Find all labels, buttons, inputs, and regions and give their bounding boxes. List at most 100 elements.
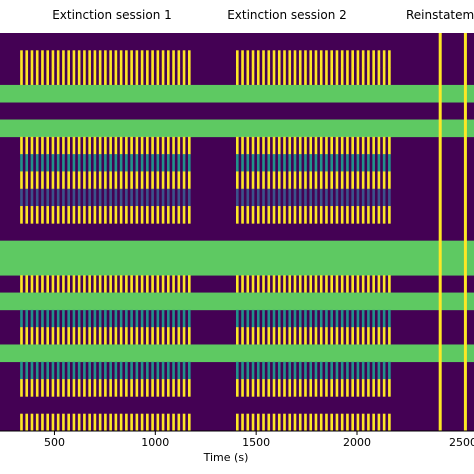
heatmap-pulse-cell xyxy=(304,171,307,190)
heatmap-pulse-cell xyxy=(388,154,391,172)
heatmap-pulse-cell xyxy=(56,206,60,224)
heatmap-pulse-cell xyxy=(135,379,139,397)
heatmap-pulse-cell xyxy=(346,361,349,380)
heatmap-pulse-cell xyxy=(130,206,133,224)
heatmap-plot-area xyxy=(0,33,474,432)
heatmap-row-solid xyxy=(0,257,474,276)
heatmap-pulse-cell xyxy=(77,413,81,432)
heatmap-pulse-cell xyxy=(56,136,60,155)
heatmap-pulse-cell xyxy=(335,67,339,86)
heatmap-pulse-cell xyxy=(161,413,165,432)
heatmap-pulse-cell xyxy=(288,206,292,224)
heatmap-pulse-cell xyxy=(330,275,334,293)
heatmap-pulse-cell xyxy=(140,206,144,224)
heatmap-pulse-cell xyxy=(151,171,154,190)
heatmap-pulse-cell xyxy=(161,309,165,328)
heatmap-pulse-cell xyxy=(388,361,391,380)
heatmap-pulse-cell xyxy=(372,67,375,86)
heatmap-pulse-cell xyxy=(382,379,386,397)
heatmap-pulse-cell xyxy=(377,188,381,207)
heatmap-pulse-cell xyxy=(67,67,70,86)
heatmap-pulse-cell xyxy=(72,327,76,345)
heatmap-pulse-cell xyxy=(262,171,265,190)
heatmap-pulse-cell xyxy=(35,275,39,293)
heatmap-pulse-cell xyxy=(177,413,181,432)
heatmap-pulse-cell xyxy=(104,327,107,345)
heatmap-pulse-cell xyxy=(377,275,381,293)
heatmap-pulse-cell xyxy=(314,171,318,190)
heatmap-pulse-cell xyxy=(367,413,370,432)
heatmap-pulse-cell xyxy=(372,50,375,68)
heatmap-pulse-cell xyxy=(56,361,60,380)
heatmap-pulse-cell xyxy=(367,171,370,190)
heatmap-pulse-cell xyxy=(235,361,239,380)
heatmap-pulse-cell xyxy=(140,67,144,86)
heatmap-pulse-cell xyxy=(62,275,65,293)
heatmap-pulse-cell xyxy=(146,361,149,380)
heatmap-pulse-cell xyxy=(125,136,128,155)
heatmap-pulse-cell xyxy=(293,50,297,68)
heatmap-pulse-cell xyxy=(351,413,354,432)
heatmap-pulse-cell xyxy=(51,309,55,328)
heatmap-pulse-cell xyxy=(314,136,318,155)
heatmap-pulse-cell xyxy=(41,188,44,207)
heatmap-pulse-cell xyxy=(330,136,334,155)
heatmap-pulse-cell xyxy=(56,275,60,293)
heatmap-pulse-cell xyxy=(335,275,339,293)
heatmap-pulse-cell xyxy=(330,361,334,380)
heatmap-pulse-cell xyxy=(151,154,154,172)
heatmap-pulse-cell xyxy=(20,379,23,397)
heatmap-pulse-cell xyxy=(372,379,375,397)
heatmap-pulse-cell xyxy=(46,171,50,190)
heatmap-pulse-cell xyxy=(51,413,55,432)
heatmap-pulse-cell xyxy=(241,188,244,207)
heatmap-pulse-cell xyxy=(325,309,328,328)
heatmap-pulse-cell xyxy=(25,154,29,172)
heatmap-pulse-cell xyxy=(319,361,323,380)
heatmap-pulse-cell xyxy=(109,309,112,328)
heatmap-pulse-cell xyxy=(361,67,365,86)
heatmap-pulse-cell xyxy=(356,154,360,172)
heatmap-pulse-cell xyxy=(298,67,302,86)
heatmap-pulse-cell xyxy=(156,206,160,224)
heatmap-pulse-cell xyxy=(62,361,65,380)
heatmap-pulse-cell xyxy=(251,379,255,397)
heatmap-pulse-cell xyxy=(109,361,112,380)
heatmap-pulse-cell xyxy=(46,67,50,86)
heatmap-pulse-cell xyxy=(288,413,292,432)
heatmap-pulse-cell xyxy=(72,275,76,293)
heatmap-pulse-cell xyxy=(135,136,139,155)
heatmap-pulse-cell xyxy=(20,206,23,224)
heatmap-pulse-cell xyxy=(314,379,318,397)
heatmap-pulse-cell xyxy=(356,67,360,86)
x-axis: 500 1000 1500 2000 25000 xyxy=(0,430,474,449)
heatmap-pulse-cell xyxy=(72,136,76,155)
heatmap-pulse-cell xyxy=(314,67,318,86)
heatmap-pulse-cell xyxy=(256,171,260,190)
heatmap-pulse-cell xyxy=(119,361,123,380)
heatmap-pulse-cell xyxy=(104,136,107,155)
heatmap-pulse-cell xyxy=(146,309,149,328)
heatmap-pulse-cell xyxy=(51,379,55,397)
heatmap-pulse-cell xyxy=(235,188,239,207)
heatmap-pulse-cell xyxy=(146,50,149,68)
heatmap-pulse-cell xyxy=(88,379,91,397)
heatmap-pulse-cell xyxy=(340,206,344,224)
heatmap-pulse-cell xyxy=(335,206,339,224)
heatmap-pulse-cell xyxy=(351,275,354,293)
heatmap-pulse-cell xyxy=(51,361,55,380)
heatmap-pulse-cell xyxy=(72,413,76,432)
heatmap-pulse-cell xyxy=(30,379,34,397)
heatmap-pulse-cell xyxy=(83,379,86,397)
heatmap-pulse-cell xyxy=(314,206,318,224)
heatmap-pulse-cell xyxy=(304,50,307,68)
heatmap-pulse-cell xyxy=(88,171,91,190)
heatmap-pulse-cell xyxy=(346,154,349,172)
heatmap-pulse-cell xyxy=(20,275,23,293)
heatmap-pulse-cell xyxy=(161,171,165,190)
heatmap-pulse-cell xyxy=(167,50,170,68)
heatmap-pulse-cell xyxy=(130,275,133,293)
heatmap-pulse-cell xyxy=(56,379,60,397)
heatmap-pulse-cell xyxy=(119,413,123,432)
